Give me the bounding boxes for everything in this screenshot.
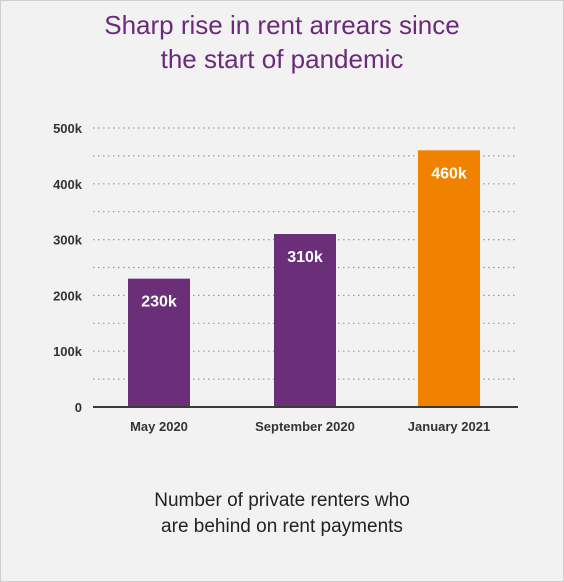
bar [274, 234, 336, 407]
y-tick-label: 500k [53, 121, 83, 136]
chart-subtitle-line-1: Number of private renters who [154, 490, 410, 511]
x-tick-label: January 2021 [408, 419, 490, 434]
y-tick-label: 200k [53, 288, 83, 303]
chart-subtitle-line-2: are behind on rent payments [161, 516, 403, 537]
bar [418, 150, 480, 407]
bar-value-label: 230k [141, 294, 177, 311]
bar [128, 278, 190, 407]
bar-value-label: 310k [287, 249, 323, 266]
x-tick-label: September 2020 [255, 419, 355, 434]
chart-title-line-2: the start of pandemic [160, 44, 404, 74]
x-tick-label: May 2020 [130, 419, 188, 434]
y-tick-label: 300k [53, 233, 83, 248]
y-tick-label: 0 [75, 400, 82, 415]
chart-title: Sharp rise in rent arrears since the sta… [0, 8, 564, 76]
y-tick-label: 400k [53, 177, 83, 192]
bar-value-label: 460k [431, 165, 467, 182]
y-tick-label: 100k [53, 344, 83, 359]
chart-subtitle: Number of private renters who are behind… [0, 488, 564, 540]
chart-title-line-1: Sharp rise in rent arrears since [104, 10, 460, 40]
